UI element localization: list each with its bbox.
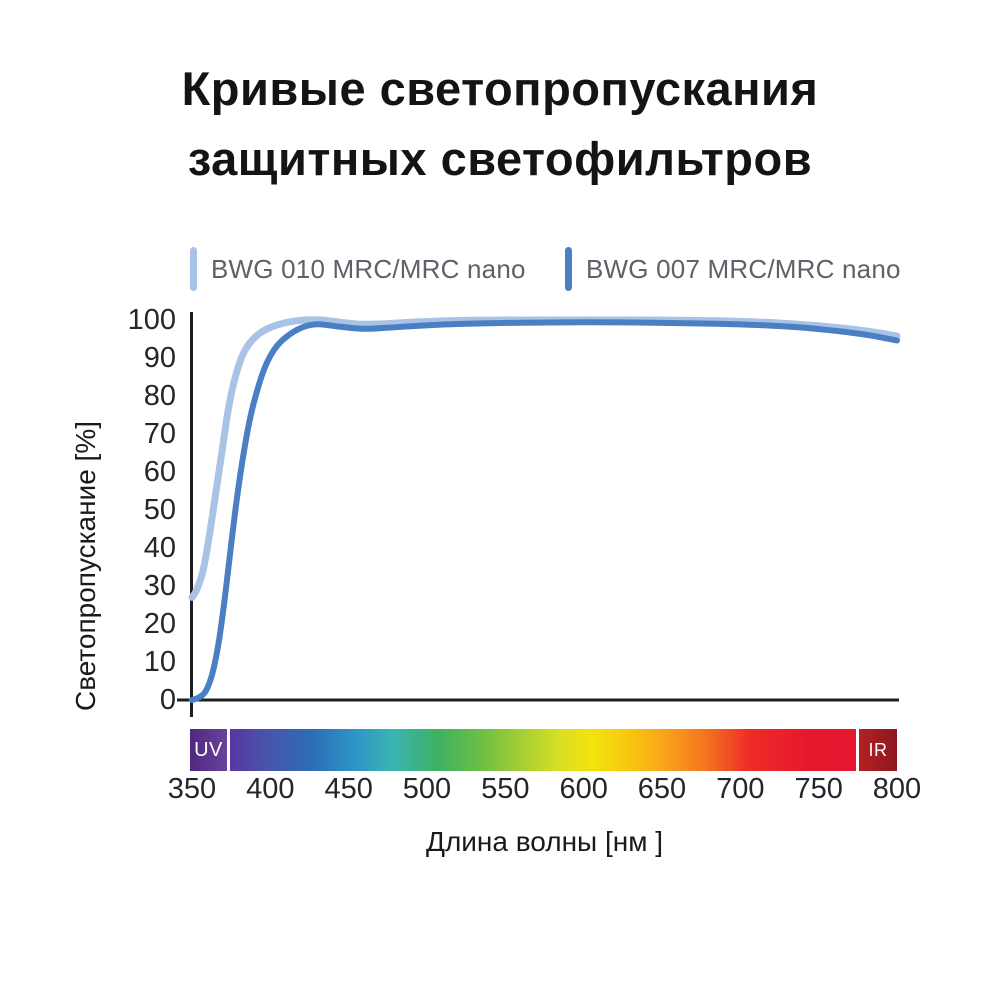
x-tick-label-700: 700 (716, 773, 765, 805)
legend: BWG 010 MRC/MRC nano BWG 007 MRC/MRC nan… (0, 246, 1000, 294)
uv-band: UV (190, 729, 227, 771)
x-axis-label: Длина волны [нм ] (425, 826, 664, 857)
x-tick-label-350: 350 (167, 773, 217, 805)
legend-item-bwg010: BWG 010 MRC/MRC nano (190, 246, 526, 292)
y-tick-label-0: 0 (159, 684, 176, 716)
x-tick-label-500: 500 (402, 773, 452, 805)
x-tick-label-550: 550 (481, 773, 530, 805)
legend-swatch-bwg007 (565, 247, 572, 291)
y-tick-label-30: 30 (143, 570, 176, 602)
y-tick-label-50: 50 (143, 494, 176, 526)
x-tick-label-650: 650 (637, 773, 687, 805)
legend-item-bwg007: BWG 007 MRC/MRC nano (565, 246, 901, 292)
curve-bwg-007-mrc-mrc-nano (189, 319, 900, 703)
uv-band-label: UV (194, 738, 223, 761)
ir-band-label: IR (868, 739, 888, 760)
x-tick-label-800: 800 (872, 773, 922, 805)
x-tick-label-750: 750 (794, 773, 843, 805)
chart-title: Кривые светопропускания защитных светофи… (181, 62, 819, 185)
legend-label-bwg007: BWG 007 MRC/MRC nano (586, 253, 901, 284)
ir-band: IR (859, 729, 897, 771)
legend-label-bwg010: BWG 010 MRC/MRC nano (211, 253, 526, 284)
visible-spectrum-gradient (230, 729, 856, 771)
x-tick-label-400: 400 (246, 773, 295, 805)
y-tick-label-10: 10 (143, 646, 176, 678)
y-tick-label-40: 40 (143, 532, 176, 564)
legend-swatch-bwg010 (190, 247, 197, 291)
y-tick-label-60: 60 (143, 456, 176, 488)
y-tick-label-90: 90 (143, 342, 176, 374)
x-tick-label-600: 600 (559, 773, 608, 805)
curves-group (188, 316, 901, 703)
y-tick-label-80: 80 (143, 380, 176, 412)
y-axis-label: Светопропускание [%] (70, 420, 101, 712)
y-tick-label-20: 20 (143, 608, 176, 640)
y-tick-label-100: 100 (127, 304, 176, 336)
x-tick-label-450: 450 (324, 773, 373, 805)
curve-bwg-010-mrc-mrc-nano (188, 316, 901, 601)
y-tick-label-70: 70 (143, 418, 176, 450)
